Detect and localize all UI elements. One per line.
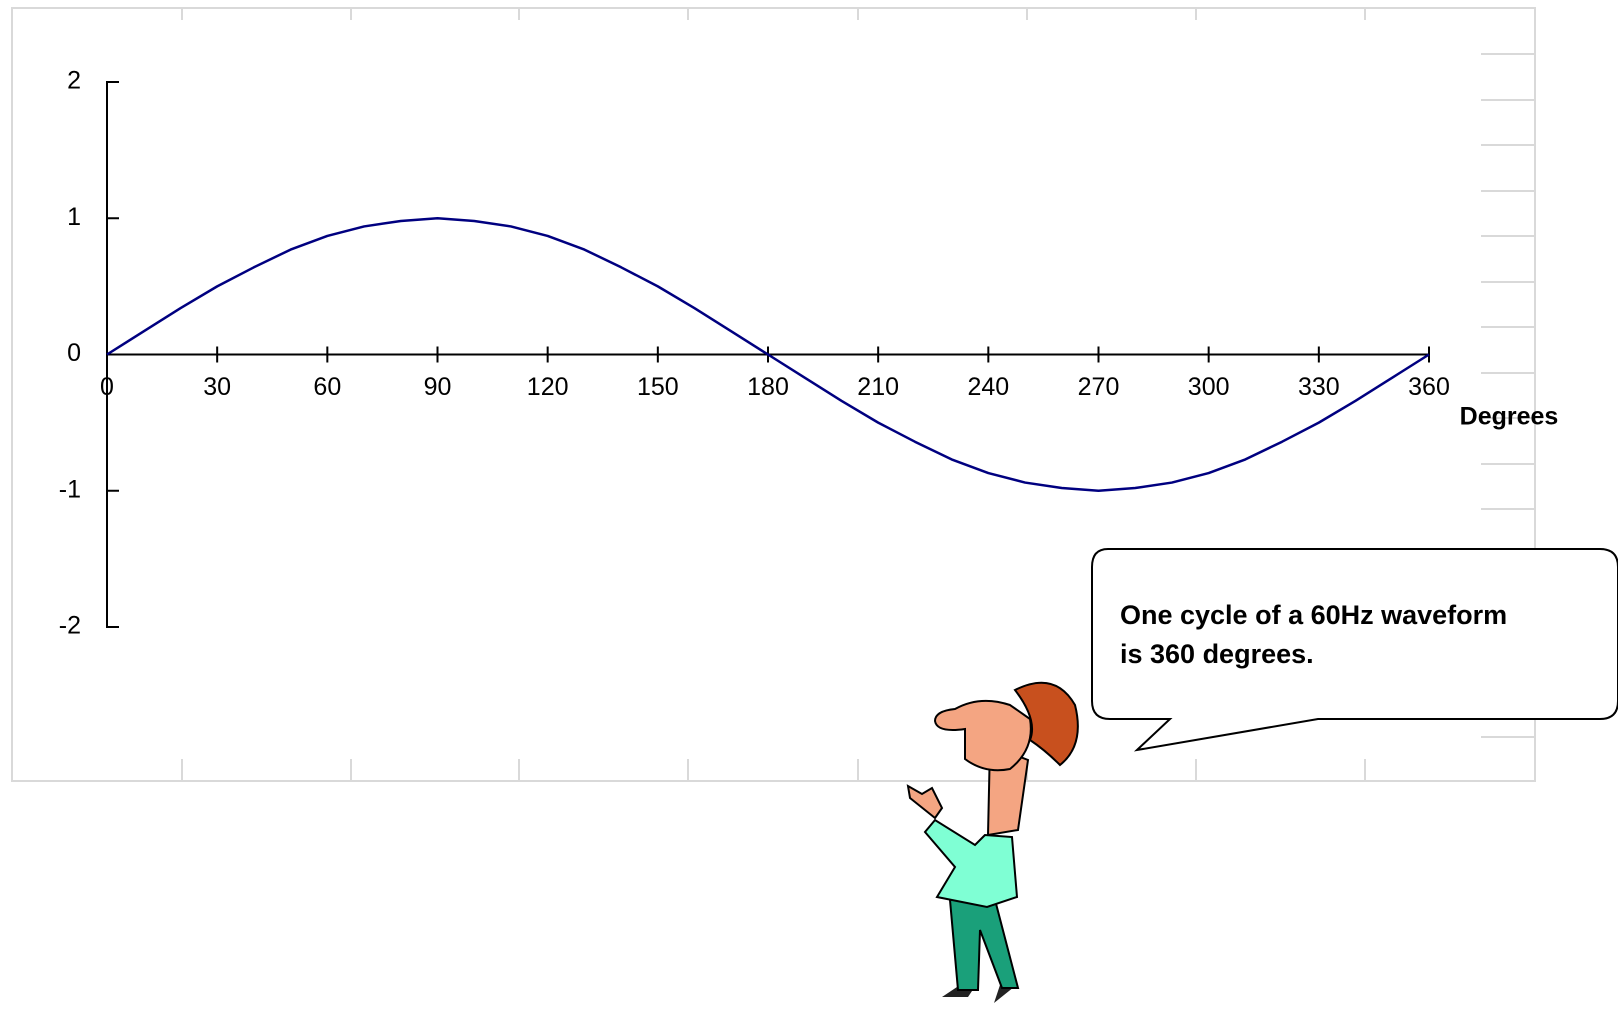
callout-box (1091, 548, 1618, 752)
y-tick-label: 2 (67, 67, 81, 95)
callout-text: is 360 degrees. (1120, 639, 1314, 669)
x-tick-label: 0 (100, 373, 114, 401)
x-tick-label: 330 (1298, 373, 1340, 401)
x-tick-label: 210 (857, 373, 899, 401)
sine-line (106, 217, 1430, 492)
x-tick-label: 120 (527, 373, 569, 401)
callout-text: One cycle of a 60Hz waveform (1120, 600, 1507, 630)
y-tick-label: -1 (59, 475, 81, 503)
y-tick-label: -2 (59, 612, 81, 640)
hair (1013, 681, 1079, 767)
x-tick-label: 30 (203, 373, 231, 401)
x-tick-label: 300 (1188, 373, 1230, 401)
callout: One cycle of a 60Hz waveform is 360 degr… (1091, 548, 1618, 752)
frame-box (11, 7, 1536, 782)
x-tick-label: 90 (424, 373, 452, 401)
x-tick-label: 270 (1078, 373, 1120, 401)
x-tick-label: 240 (967, 373, 1009, 401)
x-tick-label: 150 (637, 373, 679, 401)
shirt (923, 818, 1019, 909)
x-tick-label: 360 (1408, 373, 1450, 401)
y-tick-label: 1 (67, 203, 81, 231)
x-tick-label: 60 (313, 373, 341, 401)
y-tick-label: 0 (67, 339, 81, 367)
legs (948, 894, 1020, 991)
face (933, 699, 1032, 772)
hand (906, 784, 944, 820)
x-axis-label: Degrees (1460, 403, 1559, 431)
person (906, 681, 1079, 1003)
x-tick-label: 180 (747, 373, 789, 401)
